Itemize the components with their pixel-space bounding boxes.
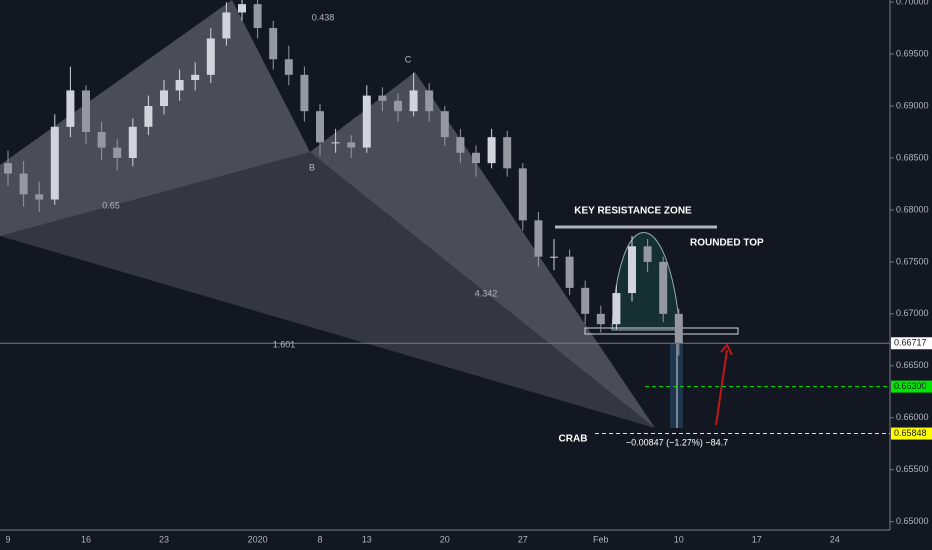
annotation: KEY RESISTANCE ZONE: [574, 206, 692, 217]
annotation: −0.00847 (−1.27%) −84.7: [626, 437, 728, 447]
price-level-label: 0.66300: [894, 381, 927, 391]
price-level-box: [891, 337, 932, 350]
x-tick-label: 13: [362, 534, 372, 544]
y-tick-label: 0.69500: [896, 48, 929, 58]
candle-body: [362, 95, 371, 148]
y-tick-label: 0.70000: [896, 0, 929, 6]
y-tick-label: 0.65500: [896, 464, 929, 474]
candle-body: [550, 256, 558, 258]
support-zone: [584, 327, 739, 335]
x-tick-label: 8: [317, 534, 322, 544]
x-tick-label: Feb: [593, 534, 609, 544]
annotation: CRAB: [559, 434, 588, 445]
x-tick-label: 16: [81, 534, 91, 544]
x-tick-label: 9: [5, 534, 10, 544]
candle-body: [175, 80, 184, 91]
candle-body: [347, 142, 356, 148]
candle-body: [472, 152, 480, 164]
candle-body: [253, 4, 262, 29]
candle-body: [66, 90, 75, 127]
candle-body: [191, 74, 200, 81]
y-tick-label: 0.66000: [896, 412, 929, 422]
y-tick-label: 0.68000: [896, 204, 929, 214]
candle-body: [160, 90, 168, 106]
candle-body: [425, 90, 434, 112]
candle-body: [596, 313, 605, 325]
price-level-label: 0.66717: [894, 338, 927, 348]
candle-body: [316, 111, 324, 143]
pattern-bcd: [310, 72, 655, 428]
target-arrow: [715, 343, 733, 426]
annotation: 1.601: [273, 339, 296, 349]
x-tick-label: 20: [440, 534, 450, 544]
candle-body: [409, 90, 418, 112]
pattern-xab: [0, 0, 310, 236]
candle-body: [565, 256, 574, 288]
y-tick-label: 0.69000: [896, 100, 929, 110]
annotation: 0.65: [102, 200, 120, 210]
candle-body: [581, 287, 590, 314]
x-tick-label: 2020: [248, 534, 268, 544]
candle-body: [674, 313, 683, 344]
y-tick-label: 0.68500: [896, 152, 929, 162]
candle-body: [97, 131, 106, 148]
annotation: ROUNDED TOP: [690, 238, 764, 249]
candle-body: [238, 4, 246, 13]
candle-body: [144, 106, 153, 127]
x-tick-label: 17: [752, 534, 762, 544]
candle-body: [269, 28, 278, 60]
candle-body: [518, 168, 527, 221]
y-tick-label: 0.66500: [896, 360, 929, 370]
candle-body: [222, 12, 231, 39]
y-tick-label: 0.67500: [896, 256, 929, 266]
pattern-xbd: [0, 152, 655, 428]
plot-area: [4, 0, 683, 356]
harmonic-pattern: [0, 0, 655, 428]
candle-body: [643, 246, 652, 262]
candle-body: [128, 126, 137, 158]
x-tick-label: 23: [159, 534, 169, 544]
candle-body: [503, 137, 512, 169]
annotation: 0.438: [312, 12, 335, 22]
annotation: C: [405, 54, 412, 64]
candle-body: [300, 74, 309, 112]
candle-body: [456, 137, 465, 153]
price-level-box: [891, 427, 932, 440]
candle-body: [35, 194, 44, 200]
price-level-label: 0.65848: [894, 428, 927, 438]
candle-body: [284, 59, 293, 75]
candle-body: [394, 100, 402, 112]
candle-body: [331, 142, 340, 144]
candle-body: [82, 90, 90, 132]
annotation: B: [309, 162, 315, 172]
y-tick-label: 0.67000: [896, 308, 929, 318]
candle-body: [628, 246, 636, 294]
candle-body: [612, 293, 621, 325]
x-tick-label: 27: [518, 534, 528, 544]
annotation: 4.342: [475, 288, 498, 298]
candle-body: [50, 126, 59, 200]
candle-body: [113, 147, 122, 158]
candle-body: [440, 111, 449, 138]
candle-body: [659, 261, 668, 314]
candle-body: [206, 38, 215, 75]
candle-body: [534, 220, 543, 257]
price-level-box: [891, 380, 932, 393]
y-tick-label: 0.65000: [896, 516, 929, 526]
candle-body: [4, 163, 12, 174]
x-tick-label: 24: [830, 534, 840, 544]
candle-body: [487, 137, 496, 164]
candle-body: [378, 95, 387, 101]
candle-body: [19, 173, 28, 195]
x-tick-label: 10: [674, 534, 684, 544]
